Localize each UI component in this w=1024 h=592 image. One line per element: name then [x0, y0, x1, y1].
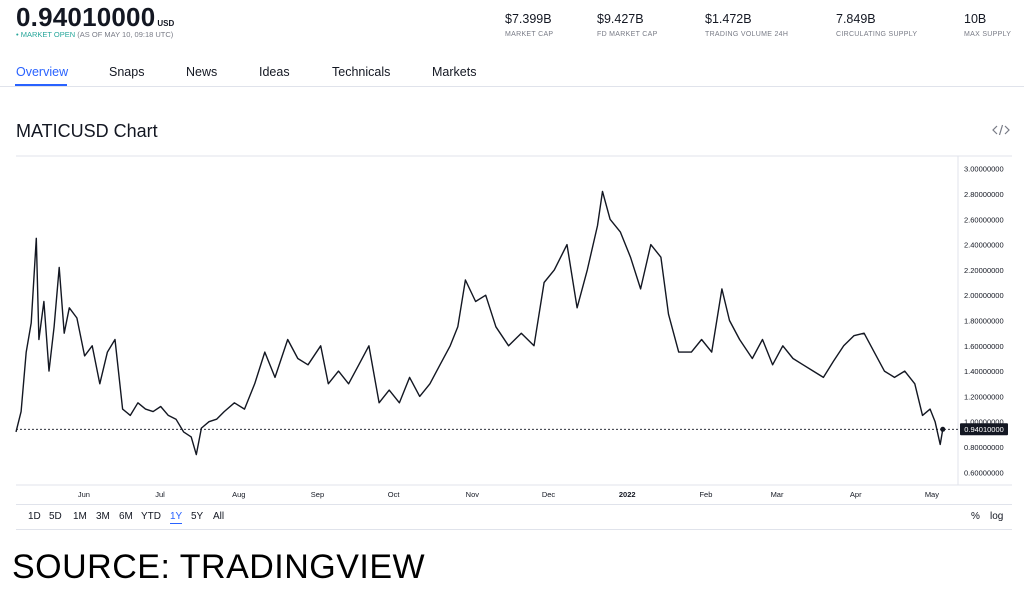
chart-title: MATICUSD Chart: [16, 121, 158, 141]
percent-scale-toggle[interactable]: %: [971, 511, 980, 522]
range-5d-button[interactable]: 5D: [49, 511, 62, 522]
range-1d-button[interactable]: 1D: [28, 511, 41, 522]
y-tick-label: 1.20000000: [964, 392, 1004, 401]
x-tick-label: Feb: [699, 490, 712, 499]
tab-snaps[interactable]: Snaps: [109, 65, 145, 79]
stat-trading-volume: $1.472B TRADING VOLUME 24H: [705, 12, 788, 38]
range-all-button[interactable]: All: [213, 511, 225, 522]
range-3m-button[interactable]: 3M: [96, 511, 110, 522]
tab-overview[interactable]: Overview: [16, 65, 69, 79]
y-tick-label: 2.60000000: [964, 215, 1004, 224]
log-scale-toggle[interactable]: log: [990, 511, 1004, 522]
range-ytd-button[interactable]: YTD: [141, 511, 161, 522]
y-tick-label: 2.80000000: [964, 190, 1004, 199]
y-tick-label: 0.60000000: [964, 468, 1004, 477]
code-icon[interactable]: [991, 122, 1011, 138]
x-tick-label: Jun: [78, 490, 90, 499]
y-tick-label: 1.40000000: [964, 367, 1004, 376]
market-status: • MARKET OPEN (AS OF MAY 10, 09:18 UTC): [16, 30, 173, 39]
stat-value: $1.472B: [705, 12, 752, 26]
y-tick-label: 0.80000000: [964, 443, 1004, 452]
last-price-tag: [960, 423, 1008, 436]
stat-circulating-supply: 7.849B CIRCULATING SUPPLY: [836, 12, 917, 38]
stat-value: 10B: [964, 12, 987, 26]
x-axis-ticks: Jun Jul Aug Sep Oct Nov Dec 2022 Feb Mar Apr May: [78, 490, 939, 499]
y-tick-label: 1.00000000: [964, 418, 1004, 427]
x-tick-label: Sep: [311, 490, 324, 499]
stat-value: $9.427B: [597, 12, 644, 26]
last-price-dot: [940, 426, 946, 432]
price-value: 0.94010000: [16, 2, 156, 32]
y-tick-label: 3.00000000: [964, 165, 1004, 174]
stat-value: $7.399B: [505, 12, 552, 26]
x-tick-label: Oct: [388, 490, 401, 499]
tab-markets[interactable]: Markets: [432, 65, 477, 79]
y-tick-label: 2.00000000: [964, 291, 1004, 300]
x-tick-label: Apr: [850, 490, 862, 499]
active-tab-indicator: [15, 84, 67, 86]
x-tick-label: Mar: [771, 490, 784, 499]
price-block: 0.94010000 USD: [16, 2, 174, 33]
x-tick-label: Nov: [466, 490, 480, 499]
y-axis-ticks: 0.60000000 0.80000000 1.00000000 1.20000000…: [964, 165, 1004, 478]
stat-fd-market-cap: $9.427B FD MARKET CAP: [597, 12, 658, 38]
y-tick-label: 1.60000000: [964, 342, 1004, 351]
stat-label: CIRCULATING SUPPLY: [836, 31, 918, 38]
market-open-label: MARKET OPEN: [20, 30, 76, 39]
stat-label: MARKET CAP: [505, 31, 554, 38]
stat-label: MAX SUPPLY: [964, 31, 1012, 38]
tab-news[interactable]: News: [186, 65, 218, 79]
y-tick-label: 2.20000000: [964, 266, 1004, 275]
stat-market-cap: $7.399B MARKET CAP: [505, 12, 553, 38]
x-tick-label: Dec: [542, 490, 556, 499]
x-tick-label: May: [925, 490, 939, 499]
stat-label: TRADING VOLUME 24H: [705, 31, 789, 38]
tab-bar: Overview Snaps News Ideas Technicals Mar…: [0, 60, 1024, 87]
x-tick-label: 2022: [619, 490, 636, 499]
source-caption: SOURCE: TRADINGVIEW: [12, 548, 426, 586]
range-5y-button[interactable]: 5Y: [191, 511, 204, 522]
range-1m-button[interactable]: 1M: [73, 511, 87, 522]
currency-label: USD: [157, 19, 175, 28]
range-6m-button[interactable]: 6M: [119, 511, 133, 522]
stat-max-supply: 10B MAX SUPPLY: [964, 12, 1011, 38]
y-tick-label: 1.80000000: [964, 317, 1004, 326]
x-tick-label: Aug: [232, 490, 245, 499]
range-1y-button[interactable]: 1Y: [170, 511, 183, 524]
range-selector: 1D 5D 1M 3M 6M YTD 1Y 5Y All % log: [16, 504, 1012, 530]
tab-ideas[interactable]: Ideas: [259, 65, 290, 79]
status-time: (AS OF MAY 10, 09:18 UTC): [77, 30, 174, 39]
y-tick-label: 2.40000000: [964, 241, 1004, 250]
x-tick-label: Jul: [155, 490, 165, 499]
price-chart[interactable]: 0.60000000 0.80000000 1.00000000 1.20000000…: [0, 152, 1024, 532]
tab-technicals[interactable]: Technicals: [332, 65, 391, 79]
stat-value: 7.849B: [836, 12, 876, 26]
stat-label: FD MARKET CAP: [597, 31, 658, 38]
status-dot-icon: •: [16, 30, 19, 39]
chart-area[interactable]: 0.60000000 0.80000000 1.00000000 1.20000000…: [0, 152, 1024, 532]
price-series-line: [15, 190, 944, 456]
last-price-label: 0.94010000: [964, 425, 1004, 434]
